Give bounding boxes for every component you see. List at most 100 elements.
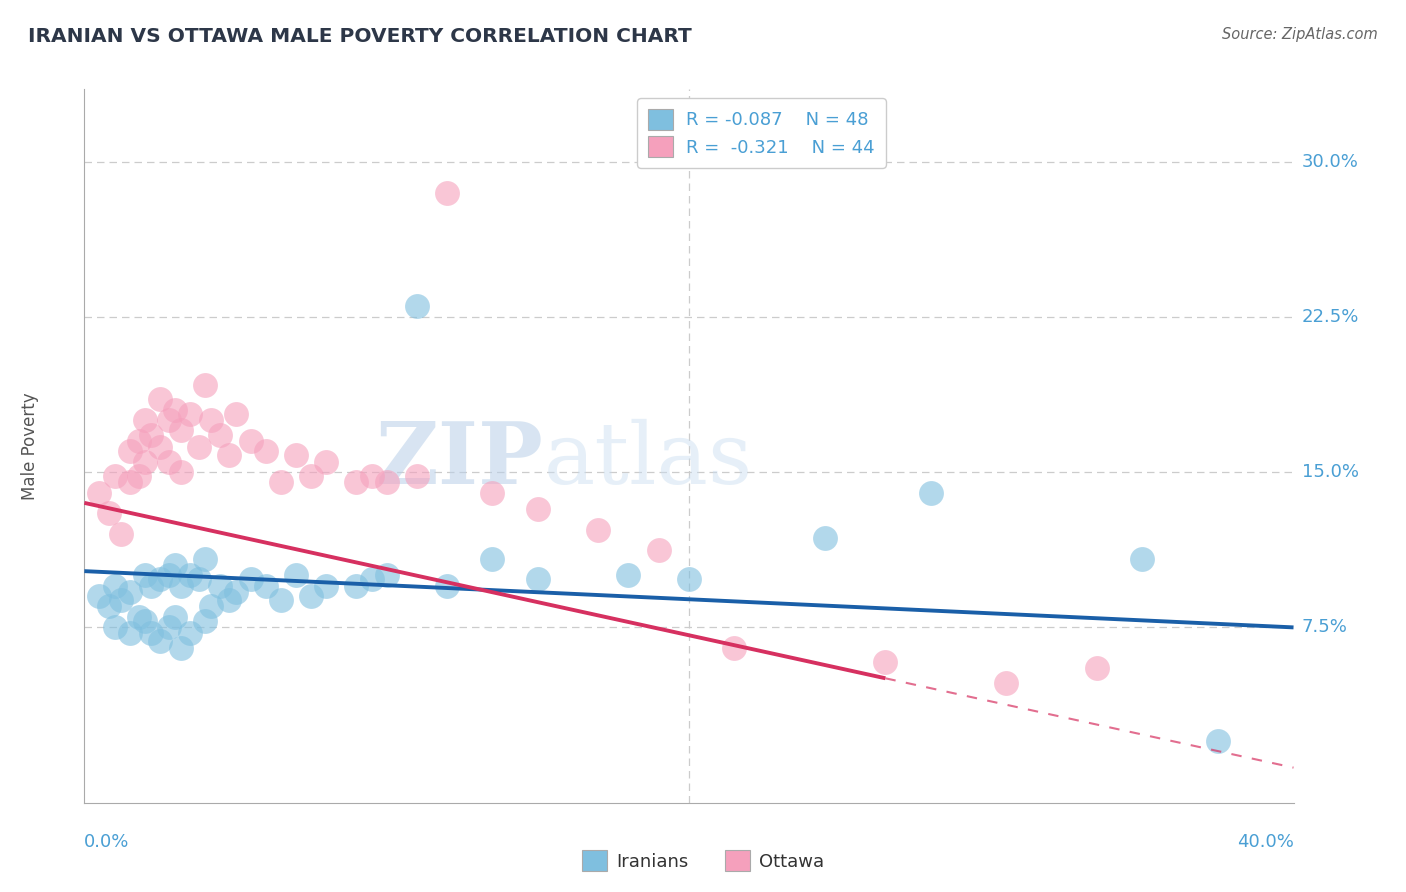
- Point: [284, 448, 308, 462]
- Point: [97, 599, 120, 614]
- Point: [270, 593, 292, 607]
- Point: [270, 475, 292, 490]
- Point: [678, 573, 700, 587]
- Point: [200, 599, 222, 614]
- Point: [346, 579, 368, 593]
- Point: [995, 676, 1018, 690]
- Point: [188, 573, 211, 587]
- Point: [170, 424, 193, 438]
- Point: [163, 402, 186, 417]
- Point: [617, 568, 640, 582]
- Point: [157, 454, 180, 468]
- Text: 15.0%: 15.0%: [1302, 463, 1358, 481]
- Point: [163, 558, 186, 572]
- Point: [149, 440, 172, 454]
- Point: [920, 485, 942, 500]
- Point: [375, 568, 398, 582]
- Point: [254, 579, 277, 593]
- Point: [284, 568, 308, 582]
- Point: [1206, 733, 1229, 747]
- Point: [139, 427, 162, 442]
- Point: [239, 434, 262, 448]
- Point: [315, 579, 337, 593]
- Point: [149, 634, 172, 648]
- Point: [134, 568, 156, 582]
- Point: [188, 440, 211, 454]
- Point: [134, 413, 156, 427]
- Point: [360, 469, 382, 483]
- Point: [406, 469, 429, 483]
- Point: [526, 573, 548, 587]
- Point: [128, 434, 150, 448]
- Point: [179, 626, 201, 640]
- Text: IRANIAN VS OTTAWA MALE POVERTY CORRELATION CHART: IRANIAN VS OTTAWA MALE POVERTY CORRELATI…: [28, 27, 692, 45]
- Point: [194, 614, 217, 628]
- Point: [157, 568, 180, 582]
- Point: [254, 444, 277, 458]
- Point: [104, 469, 127, 483]
- Point: [118, 475, 141, 490]
- Point: [110, 593, 132, 607]
- Point: [179, 568, 201, 582]
- Point: [436, 579, 458, 593]
- Point: [157, 413, 180, 427]
- Point: [1085, 661, 1108, 675]
- Text: 40.0%: 40.0%: [1237, 833, 1294, 851]
- Point: [588, 523, 610, 537]
- Point: [157, 620, 180, 634]
- Point: [375, 475, 398, 490]
- Text: 7.5%: 7.5%: [1302, 618, 1348, 636]
- Point: [299, 469, 322, 483]
- Point: [299, 589, 322, 603]
- Point: [179, 407, 201, 421]
- Point: [436, 186, 458, 200]
- Point: [170, 640, 193, 655]
- Text: 30.0%: 30.0%: [1302, 153, 1358, 170]
- Text: atlas: atlas: [544, 418, 754, 502]
- Point: [104, 579, 127, 593]
- Point: [814, 531, 837, 545]
- Point: [481, 551, 503, 566]
- Point: [218, 448, 240, 462]
- Point: [170, 465, 193, 479]
- Point: [97, 506, 120, 520]
- Point: [647, 543, 671, 558]
- Point: [163, 609, 186, 624]
- Point: [128, 609, 150, 624]
- Point: [170, 579, 193, 593]
- Point: [118, 626, 141, 640]
- Text: Male Poverty: Male Poverty: [21, 392, 39, 500]
- Point: [481, 485, 503, 500]
- Point: [194, 378, 217, 392]
- Point: [110, 527, 132, 541]
- Point: [225, 407, 247, 421]
- Point: [139, 626, 162, 640]
- Point: [118, 444, 141, 458]
- Point: [149, 392, 172, 407]
- Point: [209, 427, 232, 442]
- Point: [194, 551, 217, 566]
- Point: [346, 475, 368, 490]
- Point: [360, 573, 382, 587]
- Point: [875, 655, 897, 669]
- Point: [218, 593, 240, 607]
- Point: [134, 454, 156, 468]
- Text: ZIP: ZIP: [375, 418, 544, 502]
- Legend: Iranians, Ottawa: Iranians, Ottawa: [575, 843, 831, 879]
- Text: 22.5%: 22.5%: [1302, 308, 1360, 326]
- Point: [225, 584, 247, 599]
- Point: [139, 579, 162, 593]
- Point: [315, 454, 337, 468]
- Point: [239, 573, 262, 587]
- Point: [723, 640, 745, 655]
- Text: 0.0%: 0.0%: [84, 833, 129, 851]
- Point: [209, 579, 232, 593]
- Point: [89, 589, 111, 603]
- Point: [118, 584, 141, 599]
- Point: [406, 299, 429, 313]
- Point: [134, 614, 156, 628]
- Point: [104, 620, 127, 634]
- Point: [526, 502, 548, 516]
- Text: Source: ZipAtlas.com: Source: ZipAtlas.com: [1222, 27, 1378, 42]
- Legend: R = -0.087    N = 48, R =  -0.321    N = 44: R = -0.087 N = 48, R = -0.321 N = 44: [637, 98, 886, 168]
